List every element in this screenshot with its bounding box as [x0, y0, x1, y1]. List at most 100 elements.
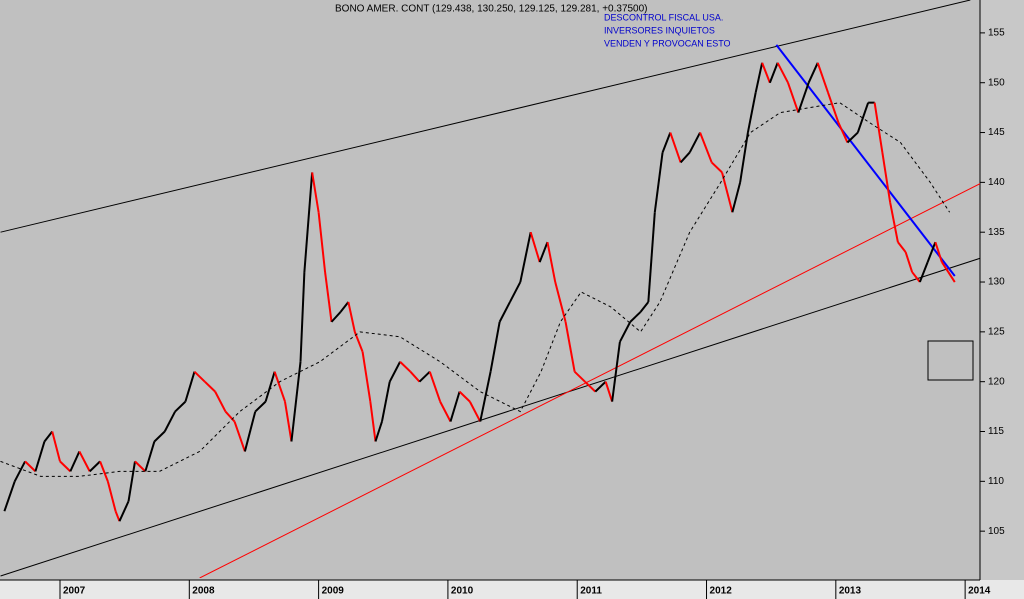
x-tick-label: 2013: [839, 586, 862, 597]
price-segment: [59, 460, 72, 473]
price-segment: [629, 311, 642, 323]
trend-line: [0, 257, 980, 577]
price-segment: [330, 311, 342, 323]
price-segment: [679, 151, 691, 164]
price-segment: [284, 401, 293, 442]
price-segment: [51, 431, 61, 462]
price-segment: [439, 401, 452, 423]
annotation: VENDEN Y PROVOCAN ESTO: [604, 38, 731, 48]
trend-line: [199, 183, 980, 578]
moving-average: [0, 102, 951, 477]
price-segment: [311, 172, 320, 213]
price-segment: [846, 131, 859, 144]
price-segment: [776, 62, 789, 84]
price-segment: [458, 390, 471, 403]
y-tick-label: 105: [988, 526, 1005, 537]
price-segment: [827, 92, 840, 123]
price-segment: [889, 202, 899, 243]
price-segment: [618, 321, 632, 343]
y-tick-label: 150: [988, 77, 1005, 88]
price-segment: [324, 271, 333, 323]
price-segment: [761, 62, 771, 84]
price-segment: [489, 321, 501, 372]
y-tick-label: 135: [988, 227, 1005, 238]
price-segment: [273, 371, 286, 402]
price-segment: [127, 461, 136, 502]
price-segment: [388, 361, 401, 383]
price-segment: [918, 261, 929, 283]
price-segment: [509, 281, 522, 303]
y-tick-label: 155: [988, 28, 1005, 39]
price-segment: [639, 301, 650, 313]
price-segment: [584, 380, 597, 393]
price-segment: [290, 361, 302, 442]
price-segment: [573, 370, 586, 383]
price-segment: [739, 132, 749, 183]
price-segment: [347, 301, 356, 333]
x-tick-label: 2011: [580, 586, 602, 597]
price-segment: [303, 172, 314, 273]
price-segment: [233, 421, 246, 452]
y-tick-label: 130: [988, 277, 1005, 288]
price-segment: [409, 371, 421, 383]
price-segment: [754, 62, 764, 93]
price-segment: [710, 161, 723, 174]
annotation: DESCONTROL FISCAL USA.: [604, 12, 723, 22]
y-tick-label: 125: [988, 326, 1005, 337]
price-segment: [897, 241, 907, 253]
price-segment: [554, 281, 567, 323]
price-segment: [24, 460, 37, 473]
price-segment: [214, 391, 227, 413]
price-segment: [941, 261, 950, 273]
price-segment: [746, 92, 757, 133]
price-segment: [380, 381, 391, 422]
x-tick-label: 2010: [451, 586, 474, 597]
price-segment: [134, 460, 147, 473]
x-axis-panel: [0, 580, 1024, 599]
price-segment: [538, 241, 549, 263]
price-segment: [254, 400, 267, 413]
price-segment: [299, 272, 306, 362]
price-segment: [519, 231, 532, 283]
price-segment: [99, 461, 109, 482]
price-segment: [479, 371, 492, 422]
price-segment: [184, 371, 196, 402]
x-tick-label: 2014: [968, 586, 991, 597]
price-segment: [449, 391, 461, 422]
price-segment: [106, 481, 117, 512]
price-segment: [69, 451, 81, 472]
price-segment: [816, 62, 830, 94]
price-segment: [43, 430, 54, 443]
y-tick-label: 115: [988, 426, 1004, 437]
price-segment: [78, 450, 91, 472]
price-segment: [934, 241, 943, 263]
price-segment: [904, 251, 914, 273]
price-segment: [264, 371, 276, 402]
price-segment: [661, 132, 672, 153]
price-segment: [369, 401, 377, 442]
price-segment: [144, 441, 156, 472]
x-tick-label: 2009: [322, 586, 345, 597]
price-segment: [529, 231, 541, 263]
price-segment: [114, 510, 121, 522]
price-segment: [546, 241, 557, 283]
price-segment: [243, 411, 257, 452]
price-segment: [787, 82, 800, 113]
price-segment: [947, 271, 956, 283]
price-segment: [89, 460, 101, 473]
price-segment: [768, 62, 779, 84]
price-segment: [469, 401, 482, 423]
highlight-box: [927, 340, 974, 381]
price-segment: [361, 351, 372, 402]
price-segment: [163, 411, 176, 432]
price-segment: [418, 370, 431, 383]
annotation: INVERSORES INQUIETOS: [604, 25, 715, 35]
x-tick-label: 2008: [192, 586, 215, 597]
price-segment: [926, 241, 937, 263]
price-segment: [699, 132, 713, 163]
plot: [0, 0, 980, 578]
price-segment: [428, 371, 442, 402]
price-segment: [911, 271, 921, 283]
price-segment: [498, 301, 511, 323]
